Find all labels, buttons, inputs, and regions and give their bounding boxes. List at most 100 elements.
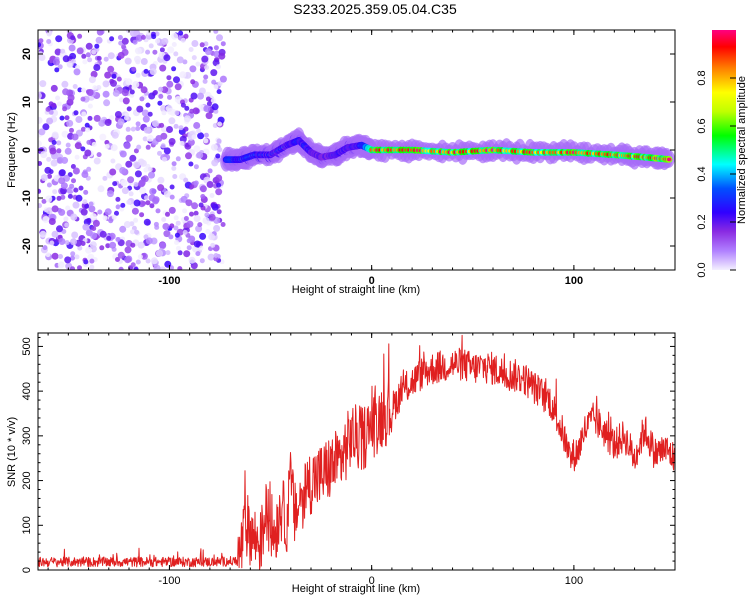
noise-cell — [197, 104, 205, 112]
noise-cell — [159, 64, 167, 72]
noise-cell — [109, 241, 117, 249]
y-tick-label: 20 — [21, 48, 33, 60]
colorbar-tick-label: 0.8 — [696, 70, 708, 85]
noise-cell — [86, 89, 94, 96]
noise-cell — [197, 132, 205, 140]
colorbar-scale — [712, 30, 736, 270]
noise-cell — [199, 185, 207, 193]
noise-cell — [81, 87, 86, 93]
noise-cell — [47, 173, 52, 179]
noise-cell — [75, 116, 83, 123]
track-peak — [666, 157, 672, 162]
noise-cell — [50, 84, 58, 92]
noise-cell — [198, 245, 204, 251]
noise-cell — [86, 217, 92, 223]
noise-cell — [197, 92, 204, 100]
noise-cell — [50, 159, 58, 167]
noise-cell — [210, 98, 216, 104]
noise-cell — [99, 245, 105, 251]
noise-cell — [51, 205, 59, 213]
noise-cell — [69, 127, 74, 133]
noise-cell — [38, 116, 43, 124]
noise-cell — [145, 144, 151, 150]
noise-cell — [209, 193, 215, 198]
noise-cell — [148, 43, 154, 49]
noise-cell — [183, 33, 189, 39]
noise-cell — [174, 96, 182, 103]
noise-cell — [188, 161, 194, 167]
noise-cell — [184, 105, 190, 111]
noise-cell — [52, 189, 58, 195]
noise-cell — [130, 242, 136, 248]
noise-cell — [166, 126, 173, 133]
noise-cell — [73, 187, 79, 193]
noise-cell — [94, 43, 100, 49]
noise-cell — [49, 147, 57, 155]
x-tick-label: 0 — [369, 575, 375, 587]
noise-cell — [140, 58, 148, 65]
colorbar: 0.0 0.2 0.4 0.6 0.8 Normalized spectral ampl… — [696, 30, 748, 278]
noise-cell — [217, 121, 223, 127]
noise-cell — [82, 59, 88, 65]
y-tick-label: -20 — [21, 238, 33, 254]
noise-cell — [189, 211, 194, 217]
y-tick-label: 300 — [21, 427, 33, 445]
noise-cell — [109, 36, 115, 42]
noise-cell — [58, 169, 66, 177]
noise-cell — [85, 246, 93, 254]
noise-cell — [189, 108, 195, 114]
noise-cell — [51, 131, 59, 139]
colorbar-tick-label: 0.2 — [696, 214, 708, 229]
noise-cell — [123, 142, 131, 150]
noise-cell — [157, 176, 165, 184]
noise-cell — [108, 218, 114, 224]
x-tick-label: 100 — [565, 275, 583, 287]
noise-cell — [56, 156, 64, 164]
noise-cell — [102, 175, 108, 181]
noise-cell — [190, 79, 196, 85]
noise-cell — [192, 107, 200, 115]
noise-cell — [145, 102, 151, 108]
noise-cell — [46, 117, 54, 125]
x-tick-label: -100 — [158, 575, 180, 587]
noise-cell — [120, 179, 128, 187]
noise-cell — [103, 56, 109, 62]
noise-cell — [105, 243, 111, 249]
noise-cell — [193, 122, 201, 129]
noise-cell — [210, 143, 218, 151]
noise-cell — [146, 134, 154, 142]
noise-cell — [121, 44, 127, 50]
noise-cell — [129, 154, 137, 162]
noise-cell — [57, 64, 63, 70]
noise-cell — [74, 154, 80, 160]
noise-cell — [174, 110, 180, 116]
noise-cell — [142, 115, 150, 123]
noise-cell — [154, 31, 160, 37]
noise-cell — [155, 208, 161, 214]
noise-cell — [76, 47, 84, 55]
noise-cell — [73, 110, 79, 116]
chart-title: S233.2025.359.05.04.C35 — [293, 1, 457, 17]
noise-cell — [175, 245, 181, 251]
noise-cell — [183, 250, 191, 258]
noise-cell — [159, 122, 165, 128]
noise-cell — [116, 76, 122, 82]
noise-cell — [204, 212, 210, 218]
noise-cell — [38, 203, 42, 209]
noise-cell — [205, 229, 211, 234]
colorbar-tick-label: 0.0 — [696, 262, 708, 277]
noise-cell — [127, 176, 135, 184]
noise-cell — [102, 215, 108, 221]
noise-cell — [210, 69, 218, 77]
noise-cell — [144, 195, 149, 201]
noise-cell — [124, 57, 132, 65]
noise-cell — [217, 81, 223, 87]
noise-cell — [210, 242, 216, 248]
noise-cell — [173, 76, 180, 84]
noise-cell — [145, 49, 151, 55]
noise-cell — [89, 264, 95, 270]
noise-cell — [62, 55, 70, 63]
noise-cell — [67, 172, 73, 178]
noise-cell — [160, 143, 166, 149]
noise-cell — [41, 198, 47, 204]
